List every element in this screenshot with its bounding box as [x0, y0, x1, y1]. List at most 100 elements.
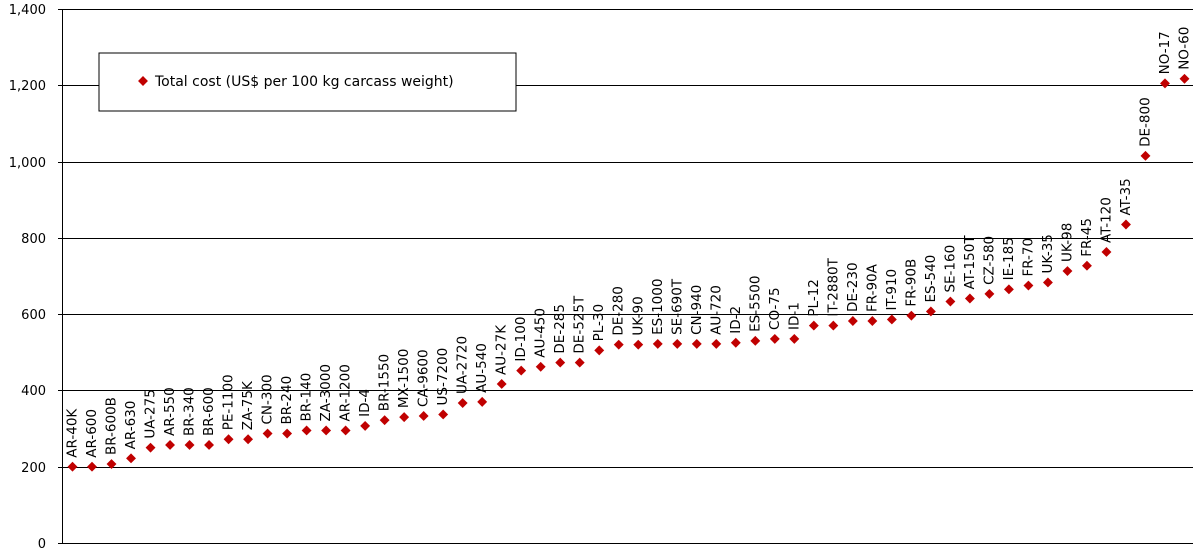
point-labels: AR-40K AR-600 BR-600B AR-630 UA-275 AR-550 BR-… [65, 27, 1193, 458]
point-label: ES-1000 [650, 279, 666, 335]
point-label: AR-550 [162, 387, 178, 436]
data-points [67, 73, 1190, 472]
point-label: FR-90B [903, 259, 919, 307]
data-point [1160, 78, 1170, 89]
data-point [379, 415, 390, 426]
point-label: ZA-3000 [318, 364, 334, 421]
point-label: PE-1100 [221, 374, 237, 430]
data-point [165, 440, 175, 450]
data-point [204, 440, 215, 450]
legend-marker [138, 76, 148, 86]
point-label: ID-4 [357, 389, 373, 417]
data-point [418, 411, 429, 421]
point-label: BR-240 [279, 376, 295, 425]
point-label: AR-1200 [338, 364, 354, 421]
data-point [769, 333, 780, 344]
point-label: ES-540 [923, 255, 939, 303]
data-point [282, 428, 293, 439]
point-label: IT-910 [884, 269, 900, 311]
legend-box [98, 52, 517, 112]
data-point [360, 420, 371, 431]
point-label: AT-150T [962, 235, 978, 290]
data-point [87, 461, 97, 472]
point-label: US-7200 [435, 348, 451, 406]
data-point [243, 434, 254, 445]
point-label: DE-285 [552, 304, 568, 354]
point-label: CN-940 [689, 285, 705, 335]
data-point [945, 296, 956, 307]
point-label: ID-2 [728, 306, 744, 334]
point-label: AT-120 [1098, 197, 1114, 243]
data-point [1101, 247, 1112, 257]
point-label: BR-340 [182, 387, 198, 436]
y-axis: 0 200 400 600 800 1,000 1,200 1,400 [9, 3, 63, 552]
data-point [847, 316, 858, 326]
point-label: MX-1500 [396, 349, 412, 408]
data-point [184, 440, 195, 450]
point-label: AU-27K [494, 324, 510, 375]
data-point [886, 314, 897, 325]
data-point [438, 409, 449, 420]
data-point [789, 333, 800, 344]
y-tick-label: 1,200 [9, 79, 46, 94]
data-point [925, 306, 936, 317]
data-point [672, 338, 683, 349]
point-label: ZA-75K [240, 380, 256, 430]
point-label: AR-600 [84, 409, 100, 458]
point-label: PL-30 [591, 304, 607, 341]
data-point [964, 293, 975, 304]
point-label: AU-450 [533, 308, 549, 358]
data-point [906, 310, 917, 321]
point-label: ES-5500 [747, 276, 763, 332]
data-point [1121, 219, 1131, 230]
point-label: CA-9600 [416, 349, 432, 407]
data-point [652, 338, 663, 349]
data-point [1082, 260, 1092, 271]
y-tick-label: 600 [21, 308, 46, 323]
y-tick-label: 0 [38, 537, 46, 552]
data-point [301, 425, 312, 436]
point-label: UA-275 [143, 389, 159, 438]
point-label: IE-185 [1001, 237, 1017, 280]
point-label: AU-540 [474, 343, 490, 393]
point-label: DE-800 [1137, 97, 1153, 147]
point-label: PL-12 [806, 279, 822, 316]
point-label: BR-600B [104, 397, 120, 455]
point-label: CN-300 [260, 374, 276, 424]
point-label: BR-1550 [377, 354, 393, 411]
data-point [633, 339, 644, 350]
data-point [321, 425, 332, 436]
point-label: UK-90 [630, 296, 646, 335]
point-label: FR-70 [1020, 238, 1036, 277]
point-label: ID-1 [786, 302, 802, 330]
data-point [594, 345, 605, 356]
point-label: AR-630 [123, 401, 139, 450]
data-point [1023, 280, 1034, 291]
data-point [1003, 284, 1014, 295]
y-tick-label: 1,400 [9, 3, 46, 18]
point-label: FR-90A [864, 263, 880, 312]
point-label: NO-17 [1157, 31, 1173, 74]
data-point [399, 412, 410, 423]
point-label: DE-230 [845, 262, 861, 312]
data-point [535, 361, 546, 372]
data-point [828, 320, 839, 331]
data-point [1140, 150, 1151, 161]
data-point [808, 320, 819, 331]
data-point [984, 288, 995, 299]
y-tick-label: 1,000 [9, 156, 46, 171]
data-point [730, 337, 741, 348]
point-label: BR-600 [201, 387, 217, 436]
point-label: IT-2880T [825, 257, 841, 316]
data-point [477, 396, 488, 407]
point-label: AT-35 [1118, 178, 1134, 215]
y-tick-label: 200 [21, 461, 46, 476]
data-point [1179, 73, 1190, 84]
data-point [711, 338, 722, 349]
point-label: UK-35 [1040, 234, 1056, 273]
data-point [750, 335, 761, 346]
data-point [67, 461, 78, 472]
data-point [262, 428, 273, 439]
data-point [496, 378, 507, 389]
legend-label: Total cost (US$ per 100 kg carcass weigh… [154, 74, 454, 90]
